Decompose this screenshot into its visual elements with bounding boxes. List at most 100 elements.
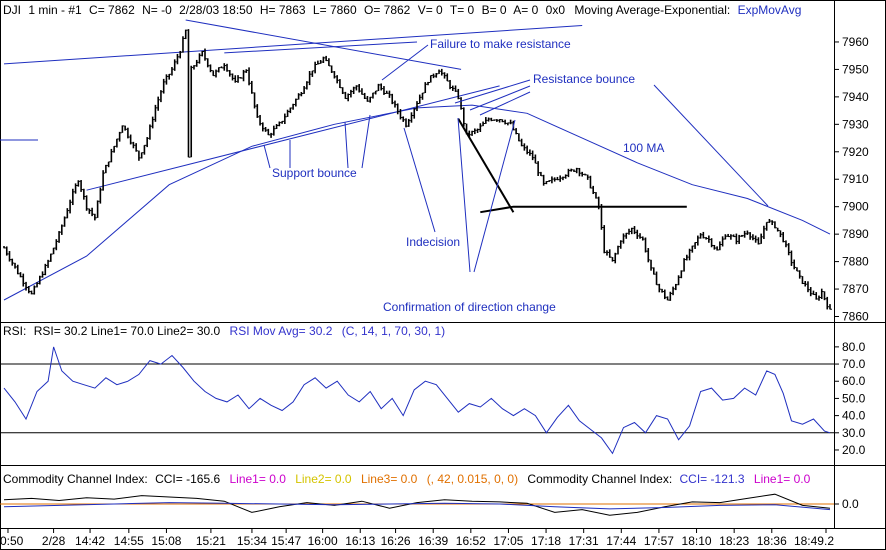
header-b: B= 0 (482, 3, 507, 17)
rsi-header: RSI: RSI= 30.2 Line1= 70.0 Line2= 30.0 R… (3, 324, 445, 338)
rsi-line (3, 346, 831, 455)
price-bar-281 (776, 227, 780, 232)
price-bar-100 (278, 121, 282, 127)
price-bar-1 (5, 246, 9, 256)
cci-tick-label-0: 0.0 (842, 497, 859, 511)
price-bar-139 (385, 90, 389, 94)
price-bar-39 (110, 148, 114, 163)
price-bar-106 (295, 98, 298, 107)
price-bar-287 (793, 259, 797, 270)
price-bar-24 (69, 199, 73, 214)
price-bar-112 (311, 70, 315, 77)
price-bar-266 (735, 233, 739, 245)
price-bar-133 (369, 96, 373, 103)
price-tick-label-0: 7960 (842, 35, 869, 49)
price-bar-137 (380, 83, 384, 91)
price-bar-119 (330, 65, 334, 73)
price-bar-13 (38, 275, 42, 285)
price-bar-246 (680, 270, 684, 279)
price-bar-40 (113, 145, 117, 153)
price-bar-97 (270, 132, 274, 138)
rsi-tick-label-2: 60.0 (842, 374, 866, 388)
price-bar-163 (451, 85, 455, 91)
price-bar-232 (641, 236, 645, 241)
x-tick-label-9: 16:13 (345, 534, 375, 548)
price-bar-50 (140, 152, 144, 159)
price-bar-3 (11, 258, 15, 266)
price-bar-165 (457, 88, 461, 100)
price-bar-125 (347, 93, 351, 102)
price-bar-33 (94, 213, 97, 221)
cci-series-0 (3, 493, 831, 516)
price-bar-181 (501, 119, 505, 123)
header-line: DJI 1 min - #1 C= 7862 N= -0 2/28/03 18:… (3, 3, 801, 17)
price-bar-150 (416, 101, 419, 112)
price-bar-278 (768, 218, 772, 223)
price-bar-78 (217, 67, 221, 73)
price-bar-210 (581, 171, 585, 177)
price-bar-69 (193, 65, 196, 70)
price-bar-2 (8, 251, 12, 262)
price-bar-190 (526, 145, 530, 155)
price-bar-147 (407, 118, 411, 127)
pointer-line-10 (473, 119, 516, 273)
price-bar-27 (77, 180, 81, 187)
price-bar-178 (493, 119, 497, 121)
header-hex: 0x0 (546, 3, 566, 17)
price-bar-183 (507, 122, 510, 126)
price-bar-108 (300, 91, 304, 97)
price-bar-161 (446, 73, 450, 82)
price-bar-104 (289, 107, 293, 114)
price-bar-110 (306, 81, 309, 90)
price-bar-291 (804, 280, 808, 287)
price-bar-70 (195, 59, 199, 67)
price-tick-label-7: 7890 (842, 227, 869, 241)
rsi-level-lines (0, 363, 834, 434)
price-bar-45 (127, 127, 130, 139)
price-bar-272 (752, 234, 755, 241)
price-bar-134 (372, 92, 375, 99)
price-bar-193 (534, 154, 538, 164)
x-tick-label-15: 17:31 (569, 534, 599, 548)
price-bar-233 (644, 237, 648, 253)
x-tick-label-0: 0:50 (0, 534, 24, 548)
annotation-indecision: Indecision (406, 235, 460, 249)
price-bar-55 (154, 104, 158, 122)
price-bar-0 (3, 246, 6, 249)
price-bar-37 (105, 164, 108, 174)
cci-lines (3, 493, 831, 516)
pointer-line-2 (469, 85, 531, 111)
price-bar-241 (666, 296, 670, 301)
price-bar-95 (264, 126, 268, 132)
price-bar-86 (239, 77, 243, 79)
price-bar-77 (215, 69, 219, 78)
price-bar-197 (545, 181, 549, 185)
price-bar-148 (410, 112, 414, 123)
price-bar-179 (496, 119, 499, 122)
price-bar-158 (438, 69, 442, 74)
price-bar-127 (352, 86, 356, 94)
pointer-line-9 (457, 117, 471, 273)
price-bar-275 (760, 233, 764, 244)
price-bar-171 (474, 128, 477, 135)
price-bar-205 (567, 168, 571, 178)
price-bar-194 (537, 161, 541, 176)
rsi-path (3, 346, 831, 455)
header-a: A= 0 (513, 3, 538, 17)
price-bar-288 (796, 267, 799, 272)
price-bar-83 (231, 73, 235, 81)
price-bar-35 (99, 187, 103, 204)
price-bar-99 (275, 124, 279, 129)
price-bar-140 (388, 90, 392, 98)
pointer-line-1 (454, 79, 531, 104)
price-bar-203 (562, 176, 565, 181)
trend-line-0 (3, 25, 583, 65)
price-bar-20 (58, 231, 62, 243)
price-bar-265 (732, 234, 736, 238)
price-bar-117 (325, 55, 329, 62)
price-bar-118 (328, 58, 331, 67)
price-bar-283 (782, 231, 786, 243)
drop-line (457, 118, 515, 213)
price-bar-32 (91, 207, 95, 217)
